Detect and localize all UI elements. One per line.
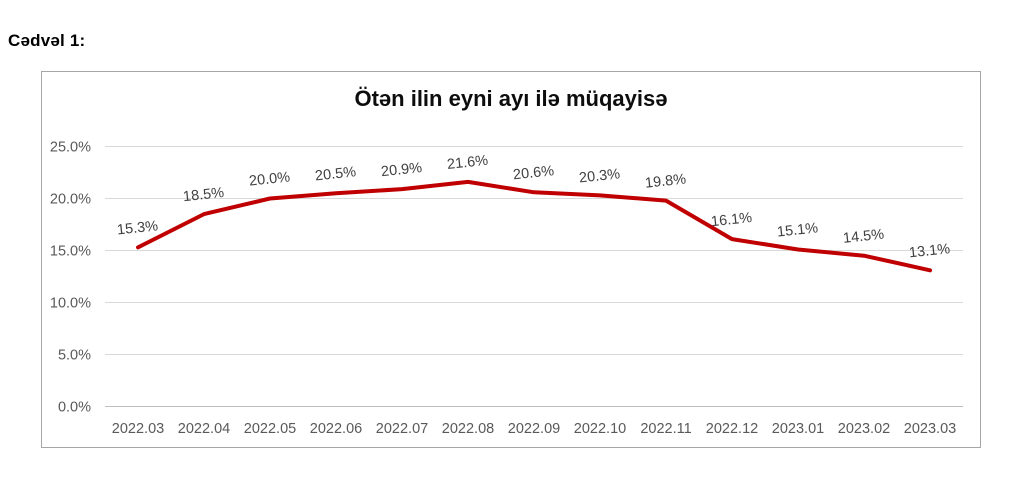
x-tick-label: 2022.08 [442, 421, 494, 437]
x-tick-label: 2023.02 [838, 421, 890, 437]
data-point-label: 16.1% [710, 210, 753, 230]
data-point-label: 15.3% [116, 218, 159, 238]
data-series-line [136, 179, 932, 273]
data-point-label: 19.8% [644, 171, 687, 191]
data-point-label: 18.5% [182, 185, 225, 205]
x-tick-label: 2022.05 [244, 421, 296, 437]
x-tick-label: 2022.07 [376, 421, 428, 437]
data-point-label: 14.5% [842, 227, 885, 247]
data-point-label: 13.1% [908, 241, 951, 261]
x-tick-label: 2022.12 [706, 421, 758, 437]
y-tick-label: 20.0% [50, 192, 91, 208]
data-point-label: 20.9% [380, 160, 423, 180]
y-tick-label: 25.0% [50, 140, 91, 156]
x-tick-label: 2022.06 [310, 421, 362, 437]
data-point-label: 20.6% [512, 163, 555, 183]
data-point-label: 20.0% [248, 169, 291, 189]
x-tick-label: 2022.10 [574, 421, 626, 437]
data-point-label: 20.5% [314, 164, 357, 184]
data-point-label: 20.3% [578, 166, 621, 186]
page-heading: Cədvəl 1: [8, 31, 86, 50]
y-tick-label: 15.0% [50, 244, 91, 260]
y-tick-label: 10.0% [50, 296, 91, 312]
x-tick-label: 2023.03 [904, 421, 956, 437]
line-chart: 0.0% 5.0% 10.0% 15.0% 20.0% 25.0% 2022.03 2022.… [50, 140, 963, 437]
data-point-label: 15.1% [776, 220, 819, 240]
x-tick-label: 2022.03 [112, 421, 164, 437]
data-point-label: 21.6% [446, 153, 489, 173]
y-tick-label: 5.0% [58, 348, 91, 364]
chart-frame: Ötən ilin eyni ayı ilə müqayisə 0.0% 5.0%… [41, 71, 981, 448]
x-tick-label: 2022.04 [178, 421, 230, 437]
y-tick-label: 0.0% [58, 400, 91, 416]
x-tick-label: 2022.11 [640, 421, 691, 437]
x-tick-label: 2023.01 [772, 421, 824, 437]
chart-title: Ötən ilin eyni ayı ilə müqayisə [354, 86, 668, 111]
x-tick-label: 2022.09 [508, 421, 560, 437]
